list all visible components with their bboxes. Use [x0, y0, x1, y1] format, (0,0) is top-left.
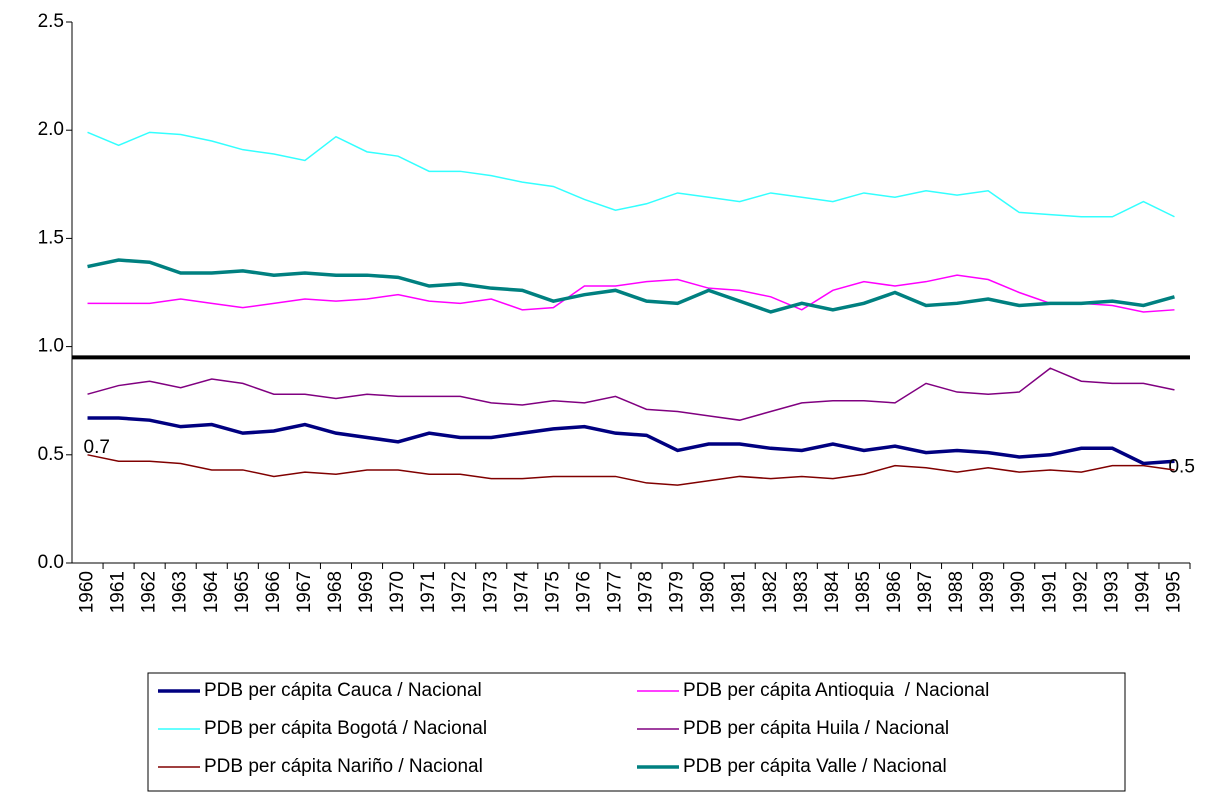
x-tick-label: 1976: [573, 571, 594, 613]
x-tick-label: 1993: [1101, 571, 1122, 613]
x-tick-label: 1981: [729, 571, 750, 613]
x-tick-label: 1987: [915, 571, 936, 613]
legend-label: PDB per cápita Huila / Nacional: [683, 718, 949, 739]
x-tick-label: 1989: [977, 571, 998, 613]
x-tick-label: 1975: [542, 571, 563, 613]
x-tick-label: 1967: [294, 571, 315, 613]
series-line: [87, 454, 1175, 486]
x-tick-label: 1961: [108, 571, 129, 613]
x-tick-label: 1979: [667, 571, 688, 613]
series-line: [87, 367, 1175, 421]
data-label: 0.5: [1168, 456, 1194, 477]
x-tick-label: 1962: [139, 571, 160, 613]
series-line: [87, 258, 1175, 314]
x-tick-label: 1980: [698, 571, 719, 613]
x-tick-label: 1965: [232, 571, 253, 613]
x-tick-label: 1986: [884, 571, 905, 613]
x-tick-label: 1960: [77, 571, 98, 613]
data-label: 0.7: [84, 437, 110, 458]
series-line: [87, 416, 1175, 466]
legend-label: PDB per cápita Cauca / Nacional: [204, 680, 482, 701]
x-tick-label: 1984: [822, 571, 843, 614]
x-tick-label: 1992: [1070, 571, 1091, 613]
x-tick-label: 1964: [201, 571, 222, 614]
x-tick-label: 1970: [387, 571, 408, 613]
legend-label: PDB per cápita Antioquia / Nacional: [683, 680, 989, 701]
legend-box: [147, 672, 1126, 792]
y-tick-label: 2.5: [38, 11, 64, 32]
x-tick-label: 1977: [604, 571, 625, 613]
x-tick-label: 1988: [946, 571, 967, 613]
x-tick-label: 1994: [1132, 571, 1153, 614]
x-tick-label: 1963: [170, 571, 191, 613]
x-tick-label: 1968: [325, 571, 346, 613]
x-tick-label: 1990: [1008, 571, 1029, 613]
y-tick-label: 2.0: [38, 119, 64, 140]
x-tick-label: 1995: [1163, 571, 1184, 613]
y-tick-label: 1.0: [38, 336, 64, 357]
x-tick-label: 1973: [480, 571, 501, 613]
x-tick-label: 1966: [263, 571, 284, 613]
x-tick-label: 1978: [636, 571, 657, 613]
x-tick-label: 1974: [511, 571, 532, 614]
x-tick-label: 1982: [760, 571, 781, 613]
legend-label: PDB per cápita Valle / Nacional: [683, 756, 947, 777]
y-tick-label: 0.0: [38, 552, 64, 573]
x-tick-label: 1972: [449, 571, 470, 613]
legend-label: PDB per cápita Nariño / Nacional: [204, 756, 483, 777]
x-tick-label: 1983: [791, 571, 812, 613]
y-tick-label: 1.5: [38, 227, 64, 248]
x-tick-label: 1971: [418, 571, 439, 613]
series-line: [87, 274, 1175, 313]
x-tick-label: 1985: [853, 571, 874, 613]
x-tick-label: 1991: [1039, 571, 1060, 613]
legend-label: PDB per cápita Bogotá / Nacional: [204, 718, 487, 739]
x-tick-label: 1969: [356, 571, 377, 613]
series-line: [87, 131, 1175, 218]
y-tick-label: 0.5: [38, 444, 64, 465]
